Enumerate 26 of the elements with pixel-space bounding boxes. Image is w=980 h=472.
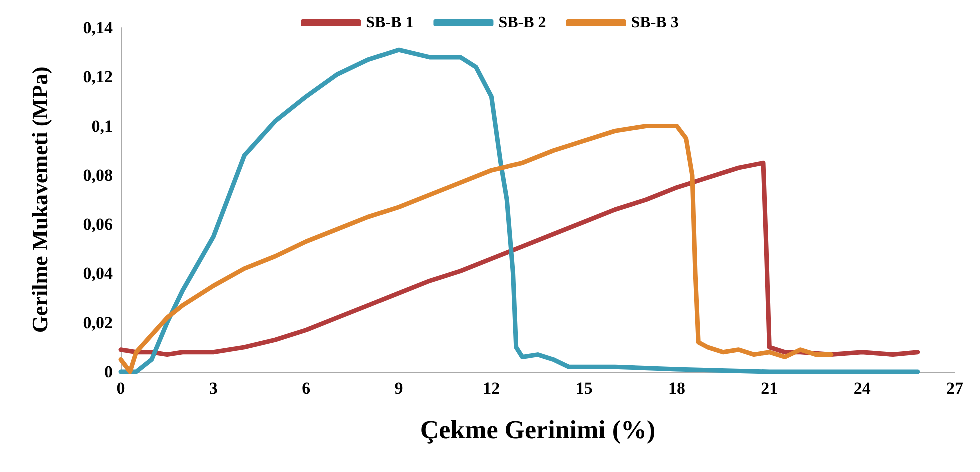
x-tick-label: 18 bbox=[668, 379, 686, 398]
x-tick-label: 21 bbox=[761, 379, 778, 398]
line-series bbox=[118, 124, 834, 374]
y-tick-label: 0,12 bbox=[83, 68, 113, 87]
y-tick-label: 0,1 bbox=[92, 116, 113, 136]
x-tick-label: 24 bbox=[854, 379, 872, 398]
y-tick-label: 0,06 bbox=[83, 215, 113, 234]
legend-label: SB-B 2 bbox=[498, 14, 546, 32]
x-axis-title: Çekme Gerinimi (%) bbox=[420, 416, 656, 444]
line-series bbox=[118, 160, 920, 358]
x-tick-label: 12 bbox=[483, 379, 500, 398]
y-tick-label: 0,08 bbox=[83, 166, 113, 185]
y-tick-label: 0,14 bbox=[83, 18, 114, 38]
y-tick-label: 0,04 bbox=[83, 264, 114, 284]
y-axis-title: Gerilme Mukavemeti (MPa) bbox=[28, 66, 52, 334]
x-tick-label: 27 bbox=[946, 379, 964, 398]
x-tick-label: 3 bbox=[209, 379, 218, 398]
line-series bbox=[118, 48, 920, 374]
x-tick-label: 0 bbox=[116, 379, 126, 398]
x-tick-label: 9 bbox=[394, 379, 404, 398]
x-tick-label: 15 bbox=[576, 379, 593, 398]
x-tick-label: 6 bbox=[302, 379, 311, 398]
legend-label: SB-B 3 bbox=[631, 14, 679, 32]
y-tick-label: 0,02 bbox=[83, 313, 113, 332]
legend-label: SB-B 1 bbox=[366, 14, 414, 32]
y-tick-label: 0 bbox=[104, 362, 113, 382]
